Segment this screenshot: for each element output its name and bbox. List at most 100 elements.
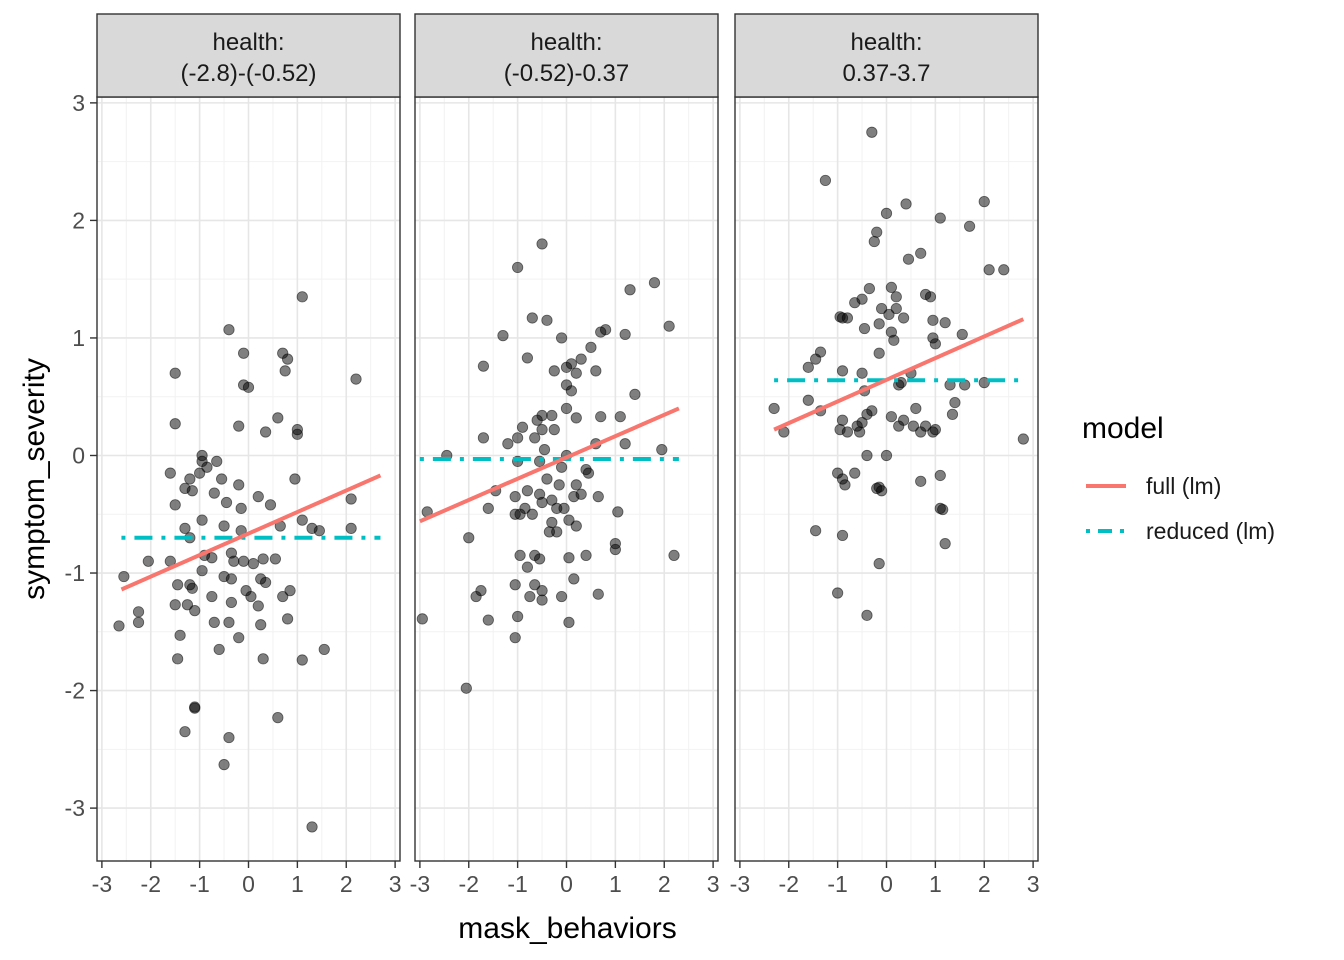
data-point	[509, 508, 521, 520]
x-tick-label: -1	[189, 871, 209, 897]
data-point	[272, 712, 284, 724]
data-point	[927, 314, 939, 326]
data-point	[260, 576, 272, 589]
y-axis: -3 -2 -1 0 1 2 3	[65, 90, 97, 821]
data-point	[350, 373, 362, 385]
legend-entry: full (lm)	[1086, 473, 1221, 499]
data-point	[169, 367, 181, 379]
data-point	[502, 438, 514, 450]
data-point	[624, 284, 636, 296]
data-point	[599, 324, 612, 336]
data-point	[963, 220, 976, 232]
data-point	[211, 455, 223, 467]
data-point	[194, 467, 206, 479]
data-point	[252, 600, 264, 612]
data-point	[132, 616, 145, 628]
data-point	[595, 411, 607, 423]
data-point	[521, 485, 534, 497]
data-point	[252, 491, 264, 503]
data-point	[543, 526, 555, 538]
data-point	[281, 353, 294, 365]
data-point	[477, 360, 490, 372]
data-point	[876, 302, 888, 315]
data-point	[873, 558, 885, 570]
x-tick-label: 2	[340, 871, 353, 897]
data-point	[880, 207, 893, 219]
data-point	[169, 418, 181, 430]
data-point	[228, 555, 240, 567]
data-point	[463, 532, 475, 544]
data-point	[264, 499, 277, 511]
data-point	[257, 553, 269, 565]
x-tick-label: -1	[827, 871, 847, 897]
data-point	[619, 328, 631, 341]
data-point	[529, 432, 541, 444]
data-point	[460, 682, 472, 694]
data-point	[619, 438, 631, 450]
x-tick-label: -3	[410, 871, 430, 897]
data-point	[876, 485, 888, 497]
x-axis-title: mask_behaviors	[458, 912, 676, 945]
data-point	[186, 582, 198, 594]
data-point	[245, 590, 257, 603]
y-tick-label: 0	[72, 442, 85, 468]
data-point	[189, 605, 201, 617]
data-point	[924, 291, 937, 303]
data-point	[512, 432, 524, 444]
data-point	[181, 599, 194, 611]
x-tick-label: -2	[141, 871, 161, 897]
data-point	[902, 253, 915, 265]
data-point	[223, 731, 235, 744]
data-point	[592, 491, 604, 503]
data-point	[656, 444, 668, 456]
data-point	[546, 409, 558, 422]
data-point	[284, 585, 296, 597]
data-point	[526, 508, 538, 520]
data-point	[118, 570, 130, 583]
x-tick-label: 2	[978, 871, 991, 897]
data-point	[556, 590, 568, 603]
data-point	[609, 543, 621, 556]
data-point	[836, 365, 849, 377]
data-point	[585, 341, 597, 353]
data-point	[934, 469, 946, 482]
data-point	[206, 552, 218, 564]
data-point	[558, 502, 570, 514]
data-point	[563, 552, 575, 564]
data-point	[883, 308, 895, 321]
full-fit-line	[419, 406, 680, 524]
data-point	[839, 479, 851, 491]
data-point	[575, 488, 587, 500]
data-point	[575, 353, 587, 365]
data-point	[536, 594, 548, 606]
data-point	[856, 367, 868, 379]
data-point	[648, 277, 661, 289]
data-point	[768, 402, 780, 415]
data-point	[915, 247, 927, 259]
data-point	[538, 444, 551, 456]
x-tick-label: 0	[242, 871, 255, 897]
data-point	[592, 588, 604, 600]
data-point	[512, 261, 524, 274]
data-point	[516, 421, 529, 433]
legend-label: reduced (lm)	[1146, 518, 1275, 544]
y-tick-label: 1	[72, 325, 85, 351]
data-point	[832, 587, 844, 599]
facet-strip	[734, 13, 1039, 98]
data-point	[841, 312, 854, 324]
data-point	[871, 226, 883, 238]
data-point	[526, 312, 538, 324]
full-fit-line	[120, 473, 382, 592]
x-tick-label: -2	[779, 871, 799, 897]
data-point	[497, 330, 509, 342]
data-point	[269, 553, 281, 565]
data-point	[345, 493, 357, 505]
x-tick-label: 3	[1027, 871, 1040, 897]
data-point	[313, 525, 325, 537]
data-point	[223, 616, 235, 628]
data-point	[272, 412, 284, 424]
x-tick-label: 1	[291, 871, 304, 897]
data-point	[858, 322, 871, 335]
data-point	[509, 632, 521, 644]
